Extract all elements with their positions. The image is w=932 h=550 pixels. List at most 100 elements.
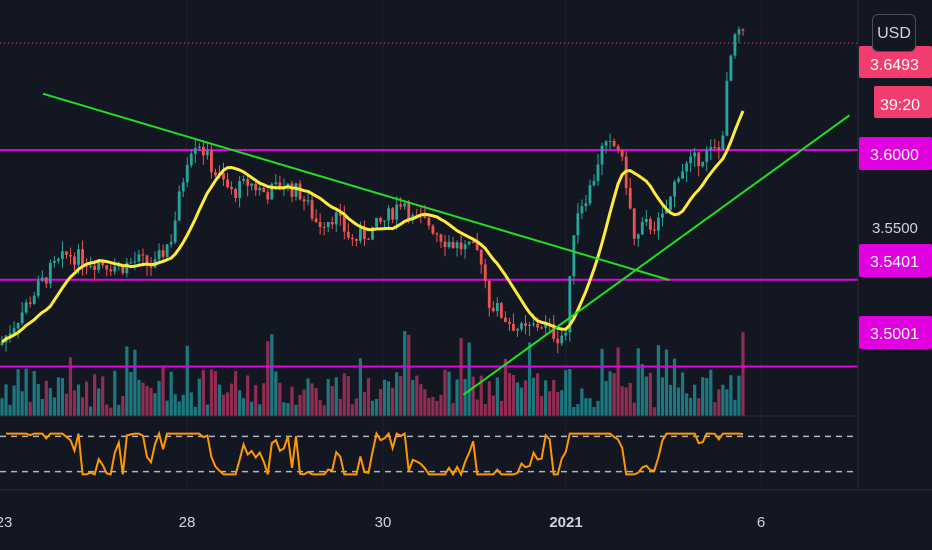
candle-body [214,172,217,176]
volume-bar [427,397,431,416]
currency-button[interactable]: USD [872,14,916,52]
volume-bar [12,385,16,416]
candle-body [222,172,225,180]
volume-bar [531,377,536,416]
price-axis[interactable]: 3.5500 3.6000 3.5401 3.5001 3.6493 39:20 [859,46,932,349]
candle-body [371,226,374,240]
volume-bar [680,372,685,416]
volume-bar [463,378,467,416]
volume-bar [298,394,302,416]
candle-body [125,262,129,274]
volume-bar [346,376,350,416]
volume-bar [334,377,338,416]
volume-bar [596,400,600,416]
candle-body [185,165,189,183]
volume-bar [697,398,701,416]
candle-body [455,242,459,248]
volume-bar [475,399,479,416]
candle-body [81,249,84,266]
volume-bar [535,373,540,416]
volume-bar [511,374,516,416]
volume-bar [701,377,705,416]
volume-bar [431,396,435,416]
x-tick-label: 6 [757,514,765,531]
volume-bar [556,391,560,416]
volume-bar [24,368,28,416]
candle-body [640,221,644,235]
time-axis: 23 28 30 2021 6 [0,514,765,531]
candle-body [193,148,197,154]
candle-body [266,192,270,200]
volume-bar [568,369,572,416]
candle-body [149,265,153,268]
candle-body [669,196,672,211]
volume-bar [713,402,717,416]
volume-bar [274,371,278,416]
oscillator-pane [0,430,858,477]
volume-bar [72,390,77,416]
volume-bar [507,373,512,416]
volume-bar [540,396,544,416]
candle-body [503,317,507,323]
candle-body [576,213,580,236]
volume-bar [270,334,274,416]
candle-body [254,183,258,191]
candle-body [314,218,318,222]
trendlines[interactable] [42,92,851,396]
candle-body [725,80,729,136]
candle-body [677,178,680,182]
volume-bar [28,401,32,416]
volume-bar [258,404,262,416]
candle-body [330,221,334,225]
volume-bar [455,379,459,416]
volume-bar [491,395,495,416]
candle-body [73,256,76,265]
volume-bar [64,393,69,416]
volume-bar [358,358,363,416]
volume-bar [676,387,681,416]
x-tick-label: 2021 [549,514,582,531]
volume-bar [149,387,153,416]
volume-bar [423,389,427,416]
volume-bar [56,377,61,416]
candle-body [661,213,664,218]
candle-body [620,149,624,157]
volume-bar [225,392,230,416]
candle-body [246,179,250,186]
volume-bar [523,380,528,416]
volume-bar [370,400,375,416]
candle-body [584,203,588,207]
candle-body [97,262,101,270]
volume-bar [580,388,584,416]
candle-body [612,140,616,147]
volume-bar [185,345,189,416]
horizontal-levels[interactable] [0,42,858,368]
volume-bar [717,389,721,416]
candle-body [242,179,246,181]
volume-bar [145,385,149,416]
volume-bar [205,404,210,416]
volume-bar [656,345,661,416]
volume-bar [499,400,503,416]
volume-bar [278,382,282,416]
candle-body [423,215,427,218]
volume-bar [4,384,8,416]
candle-body [644,219,648,222]
volume-bar [733,399,737,416]
volume-bar [189,392,193,416]
candle-body [121,264,125,274]
candle-body [85,265,88,267]
volume-bar [668,384,673,416]
candle-body [636,234,640,239]
candle-body [737,29,741,35]
candle-body [93,265,97,270]
volume-bar [8,404,12,416]
x-tick-label: 28 [179,514,196,531]
candle-body [387,208,391,221]
volume-bar [439,394,443,416]
volume-bar [266,341,270,416]
candle-body [359,228,362,241]
candle-body [77,249,80,265]
volume-bar [125,346,129,416]
